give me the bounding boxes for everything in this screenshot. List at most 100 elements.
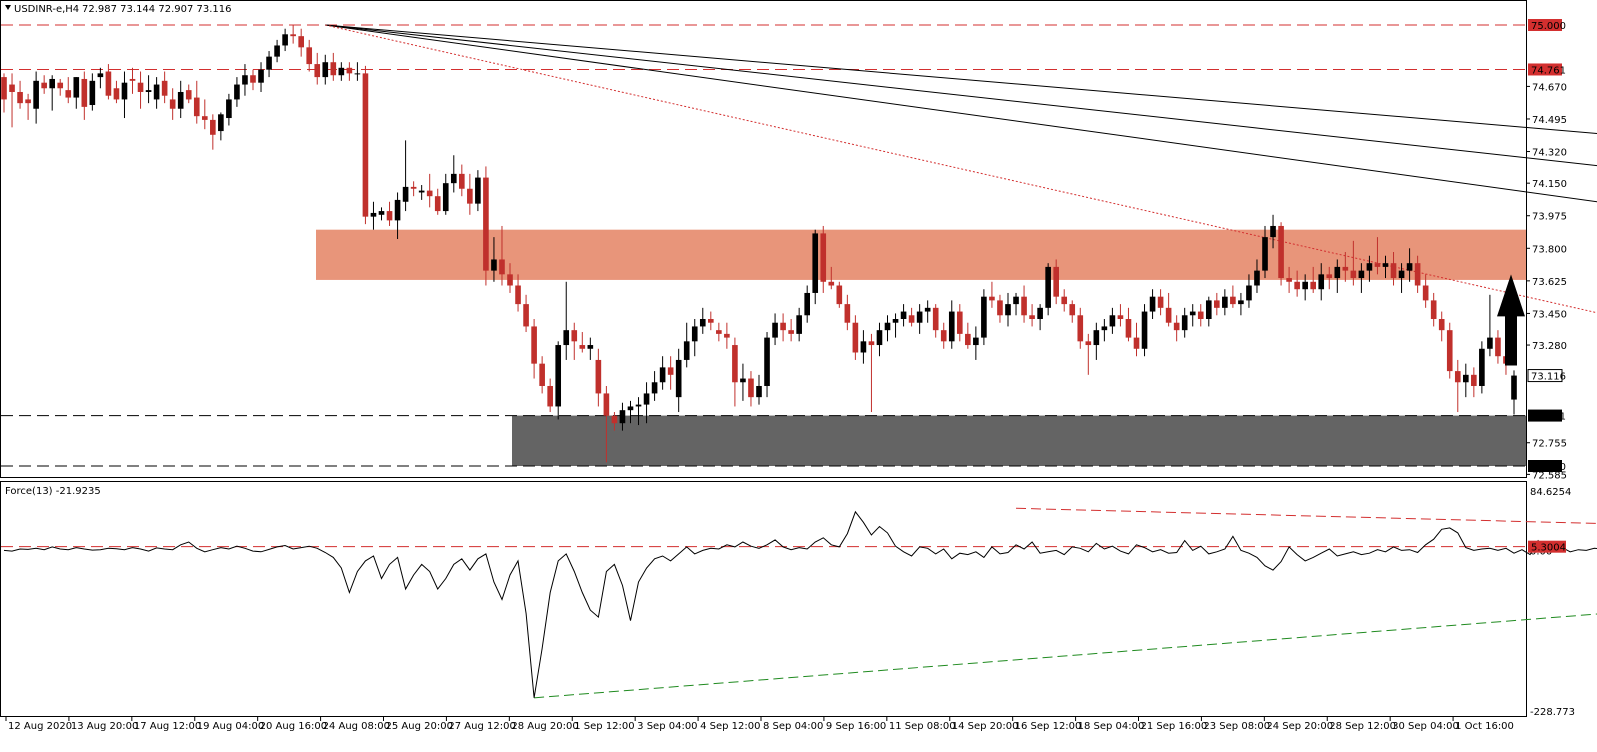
candle-body xyxy=(683,341,690,360)
candle-body xyxy=(1157,296,1164,308)
candle-body xyxy=(1189,311,1196,316)
candle-body xyxy=(675,359,682,398)
price-level-badge-label: 72.630 xyxy=(1531,462,1566,473)
candle-body xyxy=(242,75,248,85)
price-level-badge-label: 72.901 xyxy=(1531,412,1566,423)
candle-body xyxy=(1302,281,1308,290)
candle-body xyxy=(370,212,377,217)
candle-body xyxy=(65,90,72,98)
candle-body xyxy=(764,337,770,386)
candle-body xyxy=(547,385,553,407)
candle-body xyxy=(1310,281,1317,290)
candle-body xyxy=(981,296,987,338)
candle-body xyxy=(836,285,843,305)
candle-body xyxy=(595,359,602,394)
candle-body xyxy=(619,410,626,424)
candle-body xyxy=(707,319,714,323)
price-level-badge-label: 74.761 xyxy=(1531,65,1566,76)
candle-body xyxy=(282,34,288,46)
candle-body xyxy=(1,77,7,100)
candle-body xyxy=(603,393,610,416)
candle-body xyxy=(539,363,545,386)
candle-body xyxy=(185,90,192,100)
candle-body xyxy=(659,367,666,383)
date-axis-label: 23 Sep 08:00 xyxy=(1203,721,1270,732)
candle-body xyxy=(1101,326,1108,331)
candle-body xyxy=(828,281,835,286)
candle-body xyxy=(579,345,586,349)
candle-body xyxy=(956,311,963,334)
candle-body xyxy=(434,196,441,212)
candle-body xyxy=(1149,296,1156,312)
candle-body xyxy=(483,177,489,271)
candle-body xyxy=(314,64,321,78)
candle-body xyxy=(627,406,634,411)
candle-body xyxy=(1422,285,1429,301)
candle-body xyxy=(1278,225,1284,279)
candle-body xyxy=(1021,296,1027,316)
candle-body xyxy=(756,385,762,398)
candle-body xyxy=(1013,296,1019,305)
force-axis-label: -228.773 xyxy=(1530,707,1575,718)
candle-body xyxy=(924,307,931,312)
candle-body xyxy=(322,62,329,78)
date-axis-label: 19 Aug 04:00 xyxy=(197,721,264,732)
candle-body xyxy=(1382,263,1389,267)
candle-body xyxy=(266,56,272,70)
candle-body xyxy=(1077,315,1084,342)
candle-body xyxy=(1238,300,1244,305)
candle-body xyxy=(732,345,738,383)
date-axis-label: 27 Aug 12:00 xyxy=(448,721,515,732)
candle-body xyxy=(1318,274,1325,290)
fibonacci-fan-line xyxy=(325,24,1597,134)
candle-body xyxy=(1069,304,1076,316)
candle-body xyxy=(1511,375,1517,400)
candle-body xyxy=(210,119,216,135)
candle-body xyxy=(41,82,47,89)
force-support-trendline xyxy=(534,613,1597,699)
candle-body xyxy=(145,90,152,92)
candle-body xyxy=(796,315,802,334)
candle-body xyxy=(290,34,296,37)
candle-body xyxy=(1133,337,1140,349)
candle-body xyxy=(563,330,570,346)
candle-body xyxy=(137,82,144,92)
candle-body xyxy=(691,326,698,342)
candle-body xyxy=(201,116,208,120)
candle-body xyxy=(362,73,369,217)
candle-body xyxy=(177,91,184,109)
candle-body xyxy=(780,322,786,331)
candle-body xyxy=(306,47,313,65)
candle-body xyxy=(1173,322,1180,331)
candle-body xyxy=(989,296,995,301)
candle-body xyxy=(57,82,64,89)
candle-body xyxy=(804,292,811,316)
candle-body xyxy=(161,80,168,96)
candle-body xyxy=(772,322,778,338)
price-level-badge xyxy=(1527,369,1563,383)
candle-body xyxy=(643,393,650,405)
price-level-badge-label: 75.000 xyxy=(1531,21,1566,32)
candle-body xyxy=(515,285,521,305)
bullish-arrow-icon xyxy=(1497,274,1525,366)
candle-body xyxy=(507,274,513,286)
candle-body xyxy=(1205,300,1212,319)
candle-body xyxy=(426,190,433,197)
price-level-badge-label: 73.116 xyxy=(1531,372,1566,383)
date-axis-label: 17 Aug 12:00 xyxy=(134,721,201,732)
price-level-badge xyxy=(1528,409,1562,422)
candle-body xyxy=(89,80,96,106)
candle-body xyxy=(900,311,907,319)
candle-body xyxy=(338,67,345,76)
price-axis-label: 73.800 xyxy=(1532,244,1567,255)
candle-body xyxy=(1230,296,1236,305)
candle-body xyxy=(1430,300,1437,319)
descending-trendline xyxy=(325,24,1597,314)
date-axis-label: 16 Sep 12:00 xyxy=(1015,721,1082,732)
candle-body xyxy=(724,333,730,338)
candle-body xyxy=(1454,371,1461,383)
candle-body xyxy=(1358,270,1365,279)
trendlines: 61.850.038.2 xyxy=(325,24,1597,699)
price-level-badge xyxy=(1528,19,1562,31)
collapse-triangle-icon[interactable] xyxy=(5,5,11,10)
